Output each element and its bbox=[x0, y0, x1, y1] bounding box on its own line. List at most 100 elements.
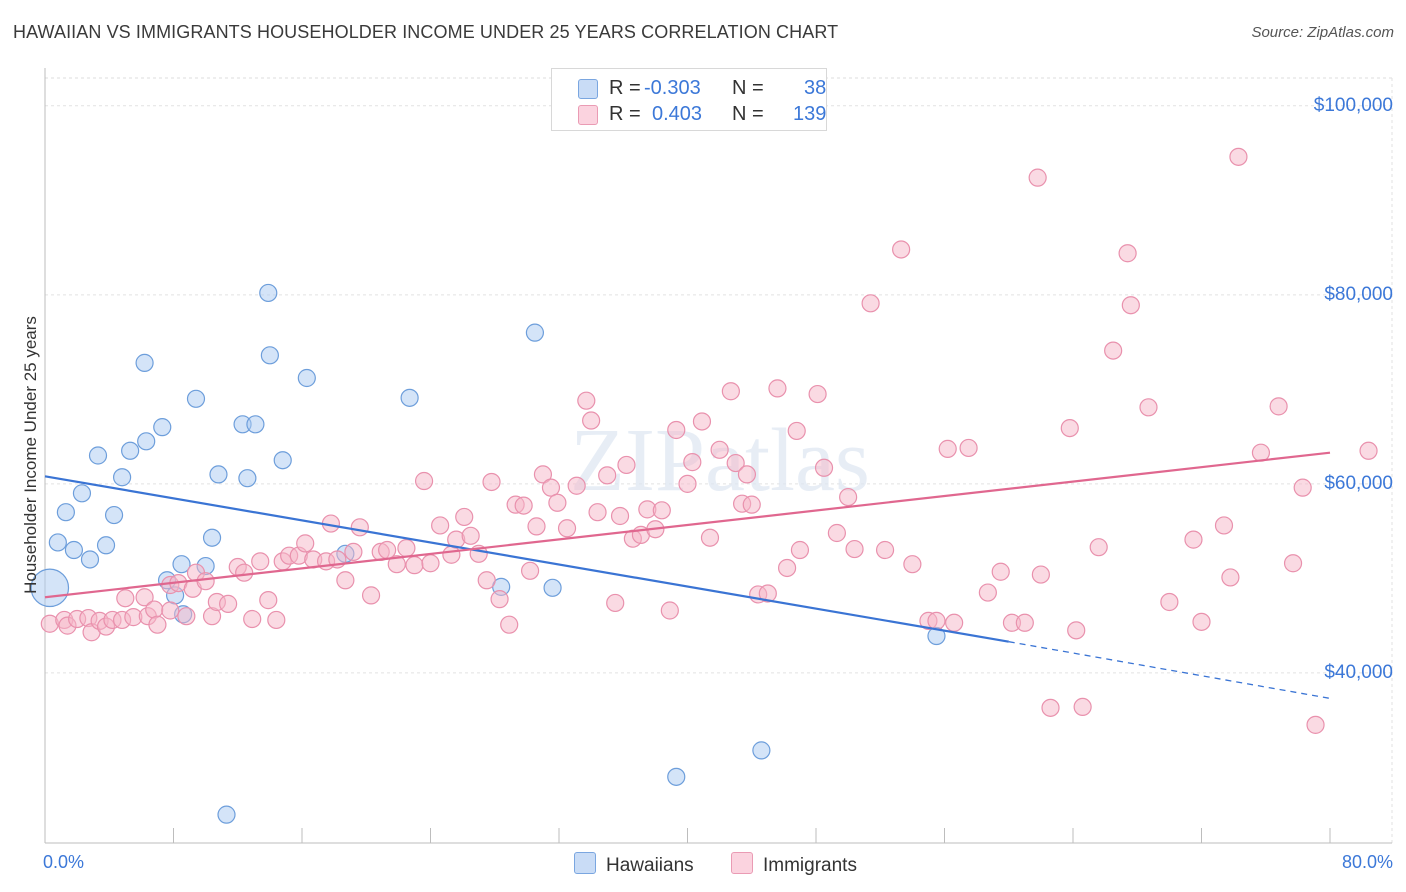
data-point bbox=[1269, 397, 1288, 416]
data-point bbox=[177, 607, 196, 626]
data-point bbox=[598, 466, 617, 485]
data-point bbox=[350, 518, 369, 537]
data-point bbox=[839, 487, 858, 507]
data-point bbox=[1251, 443, 1271, 462]
data-point bbox=[667, 420, 686, 440]
data-point bbox=[667, 767, 686, 786]
data-point bbox=[482, 472, 501, 492]
data-point bbox=[135, 353, 154, 372]
data-point bbox=[135, 588, 154, 607]
data-point bbox=[660, 601, 679, 620]
data-point bbox=[1015, 613, 1034, 632]
data-point bbox=[533, 465, 553, 484]
data-point bbox=[991, 562, 1010, 581]
data-points bbox=[30, 147, 1378, 824]
data-point bbox=[577, 391, 596, 410]
y-tick-label: $40,000 bbox=[1324, 661, 1393, 683]
data-point bbox=[116, 589, 135, 608]
data-point bbox=[219, 594, 238, 613]
y-tick-label: $80,000 bbox=[1324, 283, 1393, 305]
data-point bbox=[1028, 168, 1047, 187]
data-point bbox=[700, 528, 720, 547]
n-value: 139 bbox=[793, 103, 827, 125]
r-label: R = bbox=[609, 77, 641, 99]
trend-lines bbox=[44, 451, 1331, 700]
data-point bbox=[259, 591, 278, 610]
data-point bbox=[1104, 341, 1123, 360]
data-point bbox=[455, 507, 474, 527]
data-point bbox=[742, 495, 761, 514]
data-point bbox=[112, 468, 132, 487]
data-point bbox=[514, 496, 533, 515]
series-immigrants bbox=[40, 147, 1378, 734]
data-point bbox=[1121, 296, 1140, 315]
data-point bbox=[1214, 516, 1234, 535]
legend-item-hawaiians[interactable]: Hawaiians bbox=[574, 852, 694, 877]
data-point bbox=[296, 534, 315, 553]
y-tick-label: $100,000 bbox=[1313, 94, 1393, 116]
data-point bbox=[927, 611, 946, 630]
chart-title: HAWAIIAN VS IMMIGRANTS HOUSEHOLDER INCOM… bbox=[13, 22, 839, 42]
n-label: N = bbox=[732, 77, 764, 99]
data-point bbox=[186, 389, 206, 408]
data-point bbox=[209, 465, 228, 484]
data-point bbox=[80, 550, 100, 569]
data-point bbox=[617, 455, 636, 475]
data-point bbox=[145, 600, 164, 619]
data-point bbox=[903, 555, 922, 574]
y-tick-label: $60,000 bbox=[1324, 472, 1393, 494]
data-point bbox=[610, 506, 630, 526]
data-point bbox=[56, 503, 75, 522]
data-point bbox=[121, 441, 140, 460]
r-value: 0.403 bbox=[652, 103, 703, 125]
data-point bbox=[267, 610, 286, 630]
data-point bbox=[683, 453, 702, 472]
data-point bbox=[875, 540, 895, 560]
data-point bbox=[525, 323, 545, 342]
data-point bbox=[217, 805, 236, 824]
data-point bbox=[172, 555, 191, 574]
data-point bbox=[1073, 697, 1092, 717]
data-point bbox=[758, 584, 777, 603]
hawaiians-legend-swatch bbox=[574, 852, 596, 874]
data-point bbox=[845, 539, 864, 559]
data-point bbox=[104, 505, 124, 525]
data-point bbox=[64, 540, 84, 560]
data-point bbox=[243, 609, 262, 629]
data-point bbox=[1089, 538, 1108, 557]
data-point bbox=[1041, 698, 1060, 717]
data-point bbox=[827, 523, 846, 543]
data-point bbox=[777, 558, 797, 578]
data-point bbox=[96, 536, 116, 555]
legend-item-immigrants[interactable]: Immigrants bbox=[731, 852, 857, 877]
data-point bbox=[1060, 418, 1079, 438]
data-point bbox=[1031, 565, 1050, 584]
data-point bbox=[543, 578, 562, 597]
data-point bbox=[892, 240, 911, 259]
source-credit: Source: ZipAtlas.com bbox=[1251, 24, 1394, 41]
data-point bbox=[137, 432, 156, 451]
data-point bbox=[442, 545, 461, 564]
r-label: R = bbox=[609, 103, 641, 125]
data-point bbox=[1293, 478, 1312, 497]
data-point bbox=[421, 554, 440, 573]
data-point bbox=[567, 476, 586, 495]
data-point bbox=[678, 474, 697, 493]
data-point bbox=[297, 368, 316, 388]
data-point bbox=[1221, 568, 1240, 587]
n-value: 38 bbox=[804, 77, 827, 99]
data-point bbox=[726, 453, 745, 473]
data-point bbox=[414, 471, 434, 491]
data-point bbox=[397, 539, 416, 558]
data-point bbox=[251, 552, 270, 571]
data-point bbox=[400, 388, 419, 407]
hawaiians-swatch bbox=[578, 79, 598, 99]
data-point bbox=[938, 439, 957, 458]
data-point bbox=[582, 411, 601, 430]
r-value: -0.303 bbox=[644, 77, 701, 99]
y-axis-title: Householder Income Under 25 years bbox=[21, 316, 40, 594]
data-point bbox=[945, 613, 964, 632]
data-point bbox=[814, 458, 834, 477]
data-point bbox=[606, 593, 625, 613]
